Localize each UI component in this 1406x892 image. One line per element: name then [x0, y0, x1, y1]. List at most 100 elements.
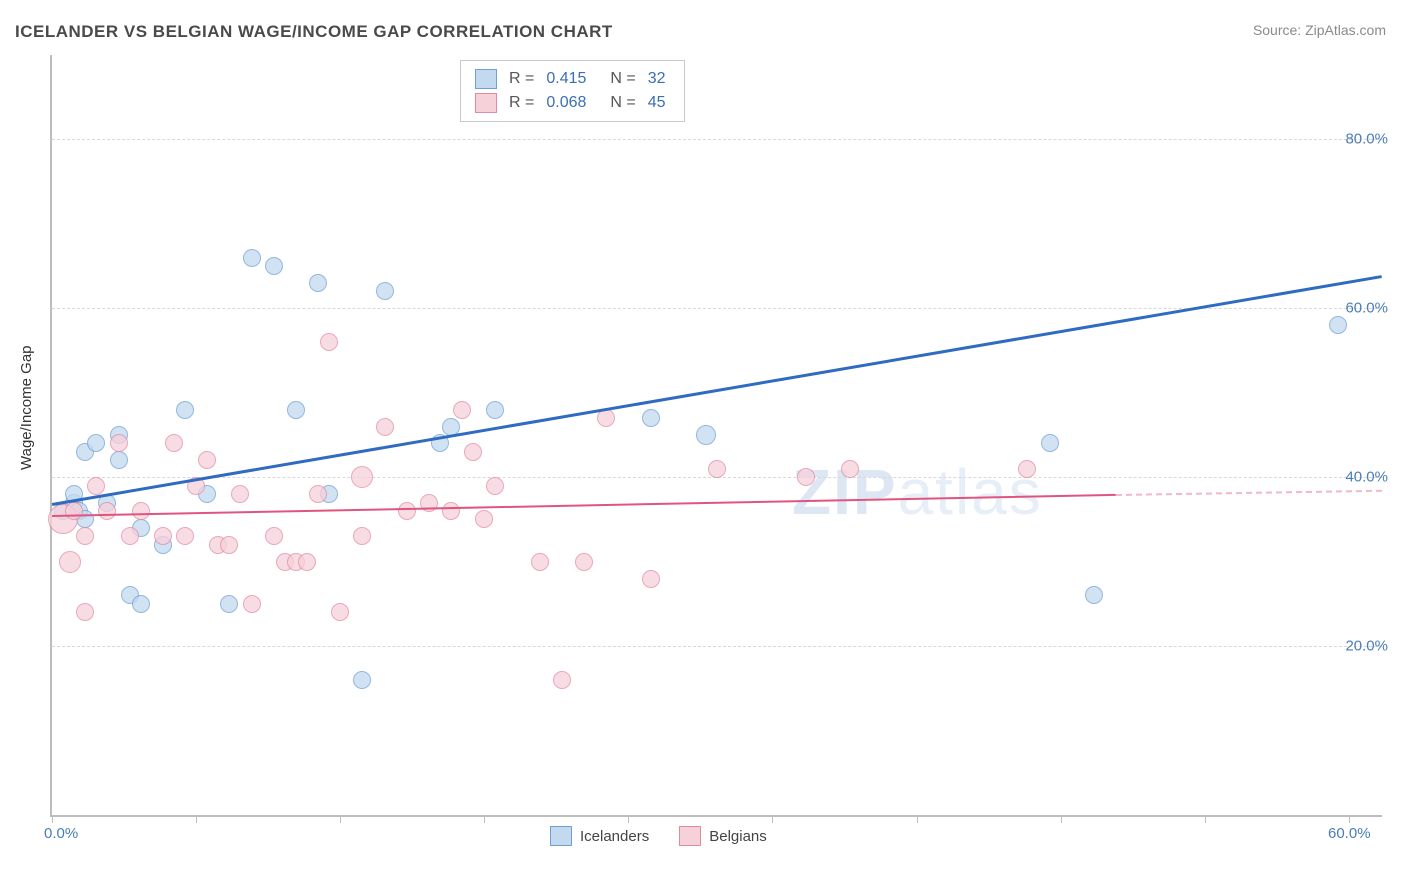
n-label: N = — [610, 70, 635, 88]
data-point — [309, 485, 327, 503]
data-point — [298, 553, 316, 571]
data-point — [597, 409, 615, 427]
chart-title: ICELANDER VS BELGIAN WAGE/INCOME GAP COR… — [15, 22, 613, 42]
data-point — [797, 468, 815, 486]
x-tick — [772, 815, 773, 823]
x-tick — [628, 815, 629, 823]
x-tick — [196, 815, 197, 823]
watermark: ZIPatlas — [792, 455, 1043, 529]
chart-container: ICELANDER VS BELGIAN WAGE/INCOME GAP COR… — [0, 0, 1406, 892]
data-point — [320, 333, 338, 351]
data-point — [243, 595, 261, 613]
correlation-legend: R = 0.415 N = 32 R = 0.068 N = 45 — [460, 60, 685, 122]
data-point — [98, 502, 116, 520]
data-point — [708, 460, 726, 478]
data-point — [351, 466, 373, 488]
legend-item-belgians: Belgians — [679, 826, 767, 846]
x-tick — [484, 815, 485, 823]
x-tick — [1205, 815, 1206, 823]
y-tick-label: 80.0% — [1345, 131, 1388, 148]
data-point — [486, 477, 504, 495]
data-point — [1085, 586, 1103, 604]
data-point — [464, 443, 482, 461]
x-tick — [1349, 815, 1350, 823]
data-point — [353, 527, 371, 545]
data-point — [453, 401, 471, 419]
y-tick-label: 20.0% — [1345, 638, 1388, 655]
data-point — [165, 434, 183, 452]
n-label: N = — [610, 94, 635, 112]
data-point — [132, 595, 150, 613]
data-point — [198, 451, 216, 469]
data-point — [575, 553, 593, 571]
n-value-icelanders: 32 — [648, 70, 666, 88]
swatch-icelanders-icon — [550, 826, 572, 846]
n-value-belgians: 45 — [648, 94, 666, 112]
data-point — [231, 485, 249, 503]
data-point — [65, 502, 83, 520]
r-value-icelanders: 0.415 — [546, 70, 586, 88]
data-point — [220, 595, 238, 613]
legend-row-icelanders: R = 0.415 N = 32 — [475, 67, 670, 91]
data-point — [76, 603, 94, 621]
x-tick-label-min: 0.0% — [44, 825, 78, 842]
data-point — [132, 502, 150, 520]
plot-area: ZIPatlas — [50, 55, 1382, 817]
data-point — [220, 536, 238, 554]
x-tick — [340, 815, 341, 823]
y-axis-label: Wage/Income Gap — [18, 345, 35, 470]
source-label: Source: ZipAtlas.com — [1253, 22, 1386, 38]
data-point — [442, 502, 460, 520]
legend-label-icelanders: Icelanders — [580, 828, 649, 845]
data-point — [59, 551, 81, 573]
r-value-belgians: 0.068 — [546, 94, 586, 112]
data-point — [176, 527, 194, 545]
data-point — [331, 603, 349, 621]
swatch-belgians — [475, 93, 497, 113]
legend-label-belgians: Belgians — [709, 828, 767, 845]
data-point — [841, 460, 859, 478]
data-point — [486, 401, 504, 419]
grid-line — [52, 646, 1382, 647]
data-point — [376, 418, 394, 436]
data-point — [154, 527, 172, 545]
data-point — [243, 249, 261, 267]
data-point — [353, 671, 371, 689]
x-tick — [1061, 815, 1062, 823]
series-legend: Icelanders Belgians — [550, 826, 767, 846]
swatch-icelanders — [475, 69, 497, 89]
data-point — [265, 527, 283, 545]
data-point — [110, 434, 128, 452]
data-point — [475, 510, 493, 528]
x-tick — [52, 815, 53, 823]
grid-line — [52, 139, 1382, 140]
y-tick-label: 60.0% — [1345, 300, 1388, 317]
r-label: R = — [509, 70, 534, 88]
data-point — [642, 409, 660, 427]
data-point — [176, 401, 194, 419]
data-point — [376, 282, 394, 300]
data-point — [642, 570, 660, 588]
x-tick-label-max: 60.0% — [1328, 825, 1371, 842]
data-point — [696, 425, 716, 445]
data-point — [309, 274, 327, 292]
legend-row-belgians: R = 0.068 N = 45 — [475, 91, 670, 115]
data-point — [110, 451, 128, 469]
data-point — [87, 434, 105, 452]
swatch-belgians-icon — [679, 826, 701, 846]
data-point — [121, 527, 139, 545]
data-point — [265, 257, 283, 275]
data-point — [1329, 316, 1347, 334]
x-tick — [917, 815, 918, 823]
data-point — [287, 401, 305, 419]
data-point — [531, 553, 549, 571]
legend-item-icelanders: Icelanders — [550, 826, 649, 846]
data-point — [87, 477, 105, 495]
data-point — [1018, 460, 1036, 478]
data-point — [1041, 434, 1059, 452]
trend-line — [1116, 490, 1382, 496]
data-point — [76, 527, 94, 545]
data-point — [398, 502, 416, 520]
data-point — [553, 671, 571, 689]
r-label: R = — [509, 94, 534, 112]
